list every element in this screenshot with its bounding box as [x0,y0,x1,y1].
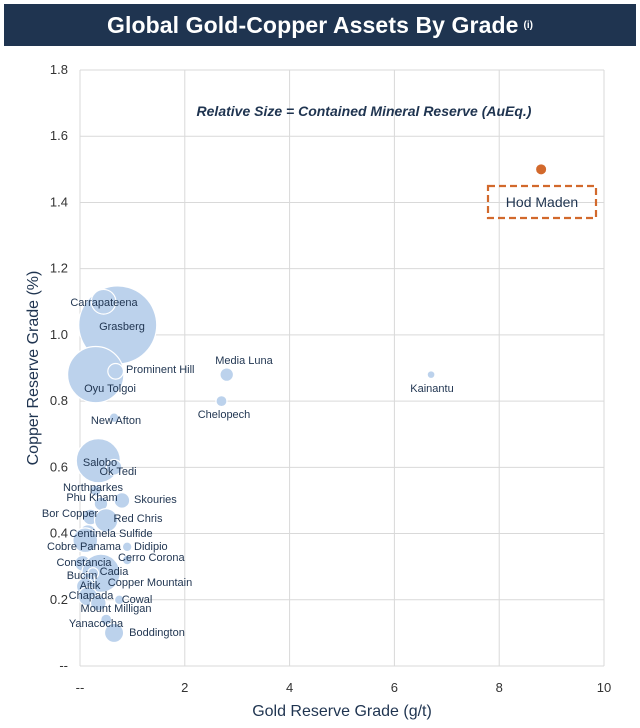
bubble-label-centinela-sulfide: Centinela Sulfide [69,528,152,540]
title-footnote-marker: (i) [523,19,533,31]
bubble-label-cobre-panama: Cobre Panama [47,541,122,553]
bubble-cowal [113,594,125,606]
y-tick-label: 0.4 [50,526,68,541]
y-tick-label: 1.8 [50,62,68,77]
bubble-label-didipio: Didipio [134,541,168,553]
y-tick-label: 0.6 [50,459,68,474]
y-tick-label: 0.2 [50,592,68,607]
bubble-label-phu-kham: Phu Kham [66,492,117,504]
bubble-label-chelopech: Chelopech [198,409,251,421]
bubble-label-bor-copper: Bor Copper [42,508,99,520]
bubble-label-ok-tedi: Ok Tedi [99,466,136,478]
bubble-media-luna [219,367,235,382]
bubble-label-hod-maden: Hod Maden [506,194,578,210]
chart-annotation: Relative Size = Contained Mineral Reserv… [197,103,532,119]
bubble-label-boddington: Boddington [129,627,185,639]
highlight-box [486,184,598,220]
bubble-didipio [121,541,133,553]
bubble-labels: Grasberg Carrapateena Oyu Tolgoi Prominent … [42,184,598,639]
bubble-hod-maden [536,164,547,175]
bubble-new-afton [108,412,120,424]
bubble-label-oyu-tolgoi: Oyu Tolgoi [84,383,136,395]
bubble-label-aitik: Aitik [80,580,101,592]
x-tick-label: 10 [597,680,611,695]
x-axis-title: Gold Reserve Grade (g/t) [252,703,432,720]
bubble-northparkes [89,484,102,497]
bubble-chelopech [215,394,228,408]
x-tick-labels: -- 2 4 6 8 10 [76,680,612,695]
bubble-label-skouries: Skouries [134,494,177,506]
bubble-label-kainantu: Kainantu [410,383,453,395]
y-tick-label: 1.0 [50,327,68,342]
bubble-yanacocha [100,613,113,626]
bubble-cerro-corona [121,554,133,566]
bubble-label-copper-mountain: Copper Mountain [108,577,192,589]
x-tick-label: 2 [181,680,188,695]
x-tick-label: 8 [496,680,503,695]
y-tick-label: 0.8 [50,393,68,408]
bubble-cobre-panama [72,527,99,554]
y-tick-label: 1.4 [50,194,68,209]
y-axis-title: Copper Reserve Grade (%) [25,271,42,466]
bubble-label-constancia: Constancia [56,557,112,569]
bubble-mount-milligan [89,594,107,612]
bubble-label-yanacocha: Yanacocha [69,618,124,630]
bubble-label-grasberg: Grasberg [99,321,145,333]
x-tick-label: 4 [286,680,293,695]
bubble-label-northparkes: Northparkes [63,482,123,494]
bubble-boddington [103,622,125,644]
bubble-label-red-chris: Red Chris [114,513,163,525]
bubble-skouries [113,492,131,509]
bubble-label-media-luna: Media Luna [215,355,273,367]
bubble-label-cadia: Cadia [100,566,130,578]
chart-title: Global Gold-Copper Assets By Grade [107,11,519,38]
bubble-label-new-afton: New Afton [91,415,141,427]
bubble-oyu-tolgoi [66,345,125,404]
y-tick-label: -- [59,658,68,673]
bubble-prominent-hill [107,362,125,380]
bubble-label-mount-milligan: Mount Milligan [81,603,152,615]
x-tick-label: 6 [391,680,398,695]
bubble-label-bucim: Bucim [67,570,98,582]
gridlines [79,69,605,667]
y-tick-label: 1.6 [50,128,68,143]
bubble-label-chapada: Chapada [69,590,115,602]
bubble-label-cowal: Cowal [122,594,153,606]
title-bar: Global Gold-Copper Assets By Grade (i) [4,4,636,46]
bubble-red-chris [93,508,119,533]
bubble-kainantu [426,370,436,380]
bubble-label-salobo: Salobo [83,457,117,469]
x-tick-label: -- [76,680,85,695]
bubbles [66,164,547,644]
bubble-carrapateena [90,288,117,315]
y-tick-label: 1.2 [50,261,68,276]
bubble-label-cerro-corona: Cerro Corona [118,552,186,564]
y-tick-labels: -- 0.2 0.4 0.6 0.8 1.0 1.2 1.4 1.6 1.8 [50,62,68,673]
bubble-ok-tedi [105,458,123,476]
bubble-label-prominent-hill: Prominent Hill [126,364,194,376]
bubble-label-carrapateena: Carrapateena [70,297,138,309]
